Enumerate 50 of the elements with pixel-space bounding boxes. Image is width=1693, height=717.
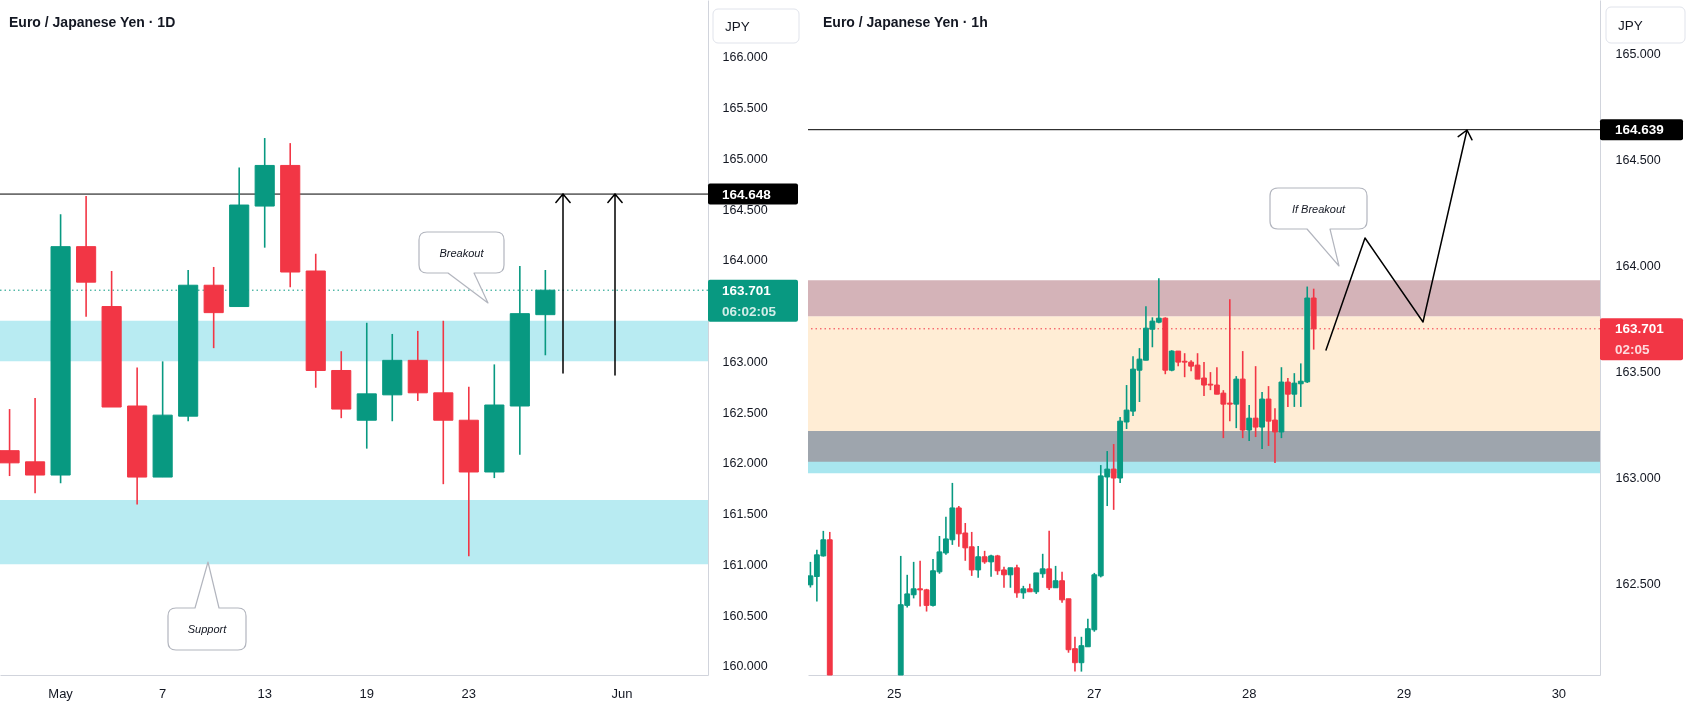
x-tick-label: 30 — [1551, 685, 1567, 701]
candlestick — [25, 397, 46, 495]
y-tick-label: 162.500 — [722, 405, 768, 420]
y-tick-label: 161.000 — [722, 557, 768, 572]
candlestick — [975, 545, 982, 579]
y-tick-label: 164.500 — [1615, 152, 1661, 167]
annotation: Support — [187, 623, 228, 635]
y-tick-label: 163.500 — [1615, 364, 1661, 379]
x-tick-label: May — [48, 685, 74, 701]
y-tick-label: 164.000 — [722, 253, 768, 268]
x-tick-label: 28 — [1241, 685, 1257, 701]
y-tick-label: 162.500 — [1615, 577, 1661, 592]
y-tick-label: 163.000 — [722, 354, 768, 369]
x-tick-label: 19 — [359, 685, 374, 701]
y-tick-label: 166.000 — [722, 50, 768, 65]
ref-line-label: 163.701 02:05 — [1615, 321, 1665, 358]
x-tick-label: 25 — [887, 685, 902, 701]
y-tick-label: 160.500 — [722, 608, 768, 623]
ref-line-label: 164.639 — [1615, 122, 1664, 138]
y-tick-label: 164.500 — [722, 202, 768, 217]
y-tick-label: 161.500 — [722, 507, 768, 522]
text: Euro / Japanese Yen · 1h — [823, 14, 988, 30]
y-axis-title: JPY — [1618, 17, 1643, 33]
candlestick — [1110, 443, 1117, 511]
x-tick-label: 13 — [257, 685, 272, 701]
candlestick — [1284, 377, 1291, 408]
annotation: Breakout — [439, 246, 485, 259]
y-tick-label: 165.000 — [722, 151, 768, 166]
y-tick-label: 160.000 — [722, 659, 768, 674]
x-tick-label: 7 — [159, 685, 167, 701]
candlestick — [1052, 565, 1059, 589]
annotation: If Breakout — [1291, 202, 1347, 215]
candlestick — [1007, 567, 1014, 589]
x-tick-label: Jun — [611, 685, 633, 701]
y-tick-label: 165.500 — [722, 101, 768, 116]
x-tick-label: 23 — [461, 685, 477, 701]
x-tick-label: 27 — [1087, 685, 1102, 701]
x-tick-label: 29 — [1396, 685, 1412, 701]
candlestick — [0, 408, 20, 477]
ref-line-label: 163.701 06:02:05 — [722, 282, 777, 319]
y-tick-label: 162.000 — [722, 456, 768, 471]
ref-line-label: 164.648 — [722, 186, 772, 202]
y-tick-label: 165.000 — [1615, 46, 1661, 61]
candlestick — [1046, 530, 1053, 591]
y-tick-label: 164.000 — [1615, 258, 1661, 273]
y-axis-title: JPY — [725, 18, 750, 34]
y-tick-label: 163.000 — [1615, 471, 1661, 486]
text: Euro / Japanese Yen · 1D — [9, 14, 176, 30]
candlestick — [1246, 404, 1253, 442]
candlestick — [1252, 365, 1259, 438]
